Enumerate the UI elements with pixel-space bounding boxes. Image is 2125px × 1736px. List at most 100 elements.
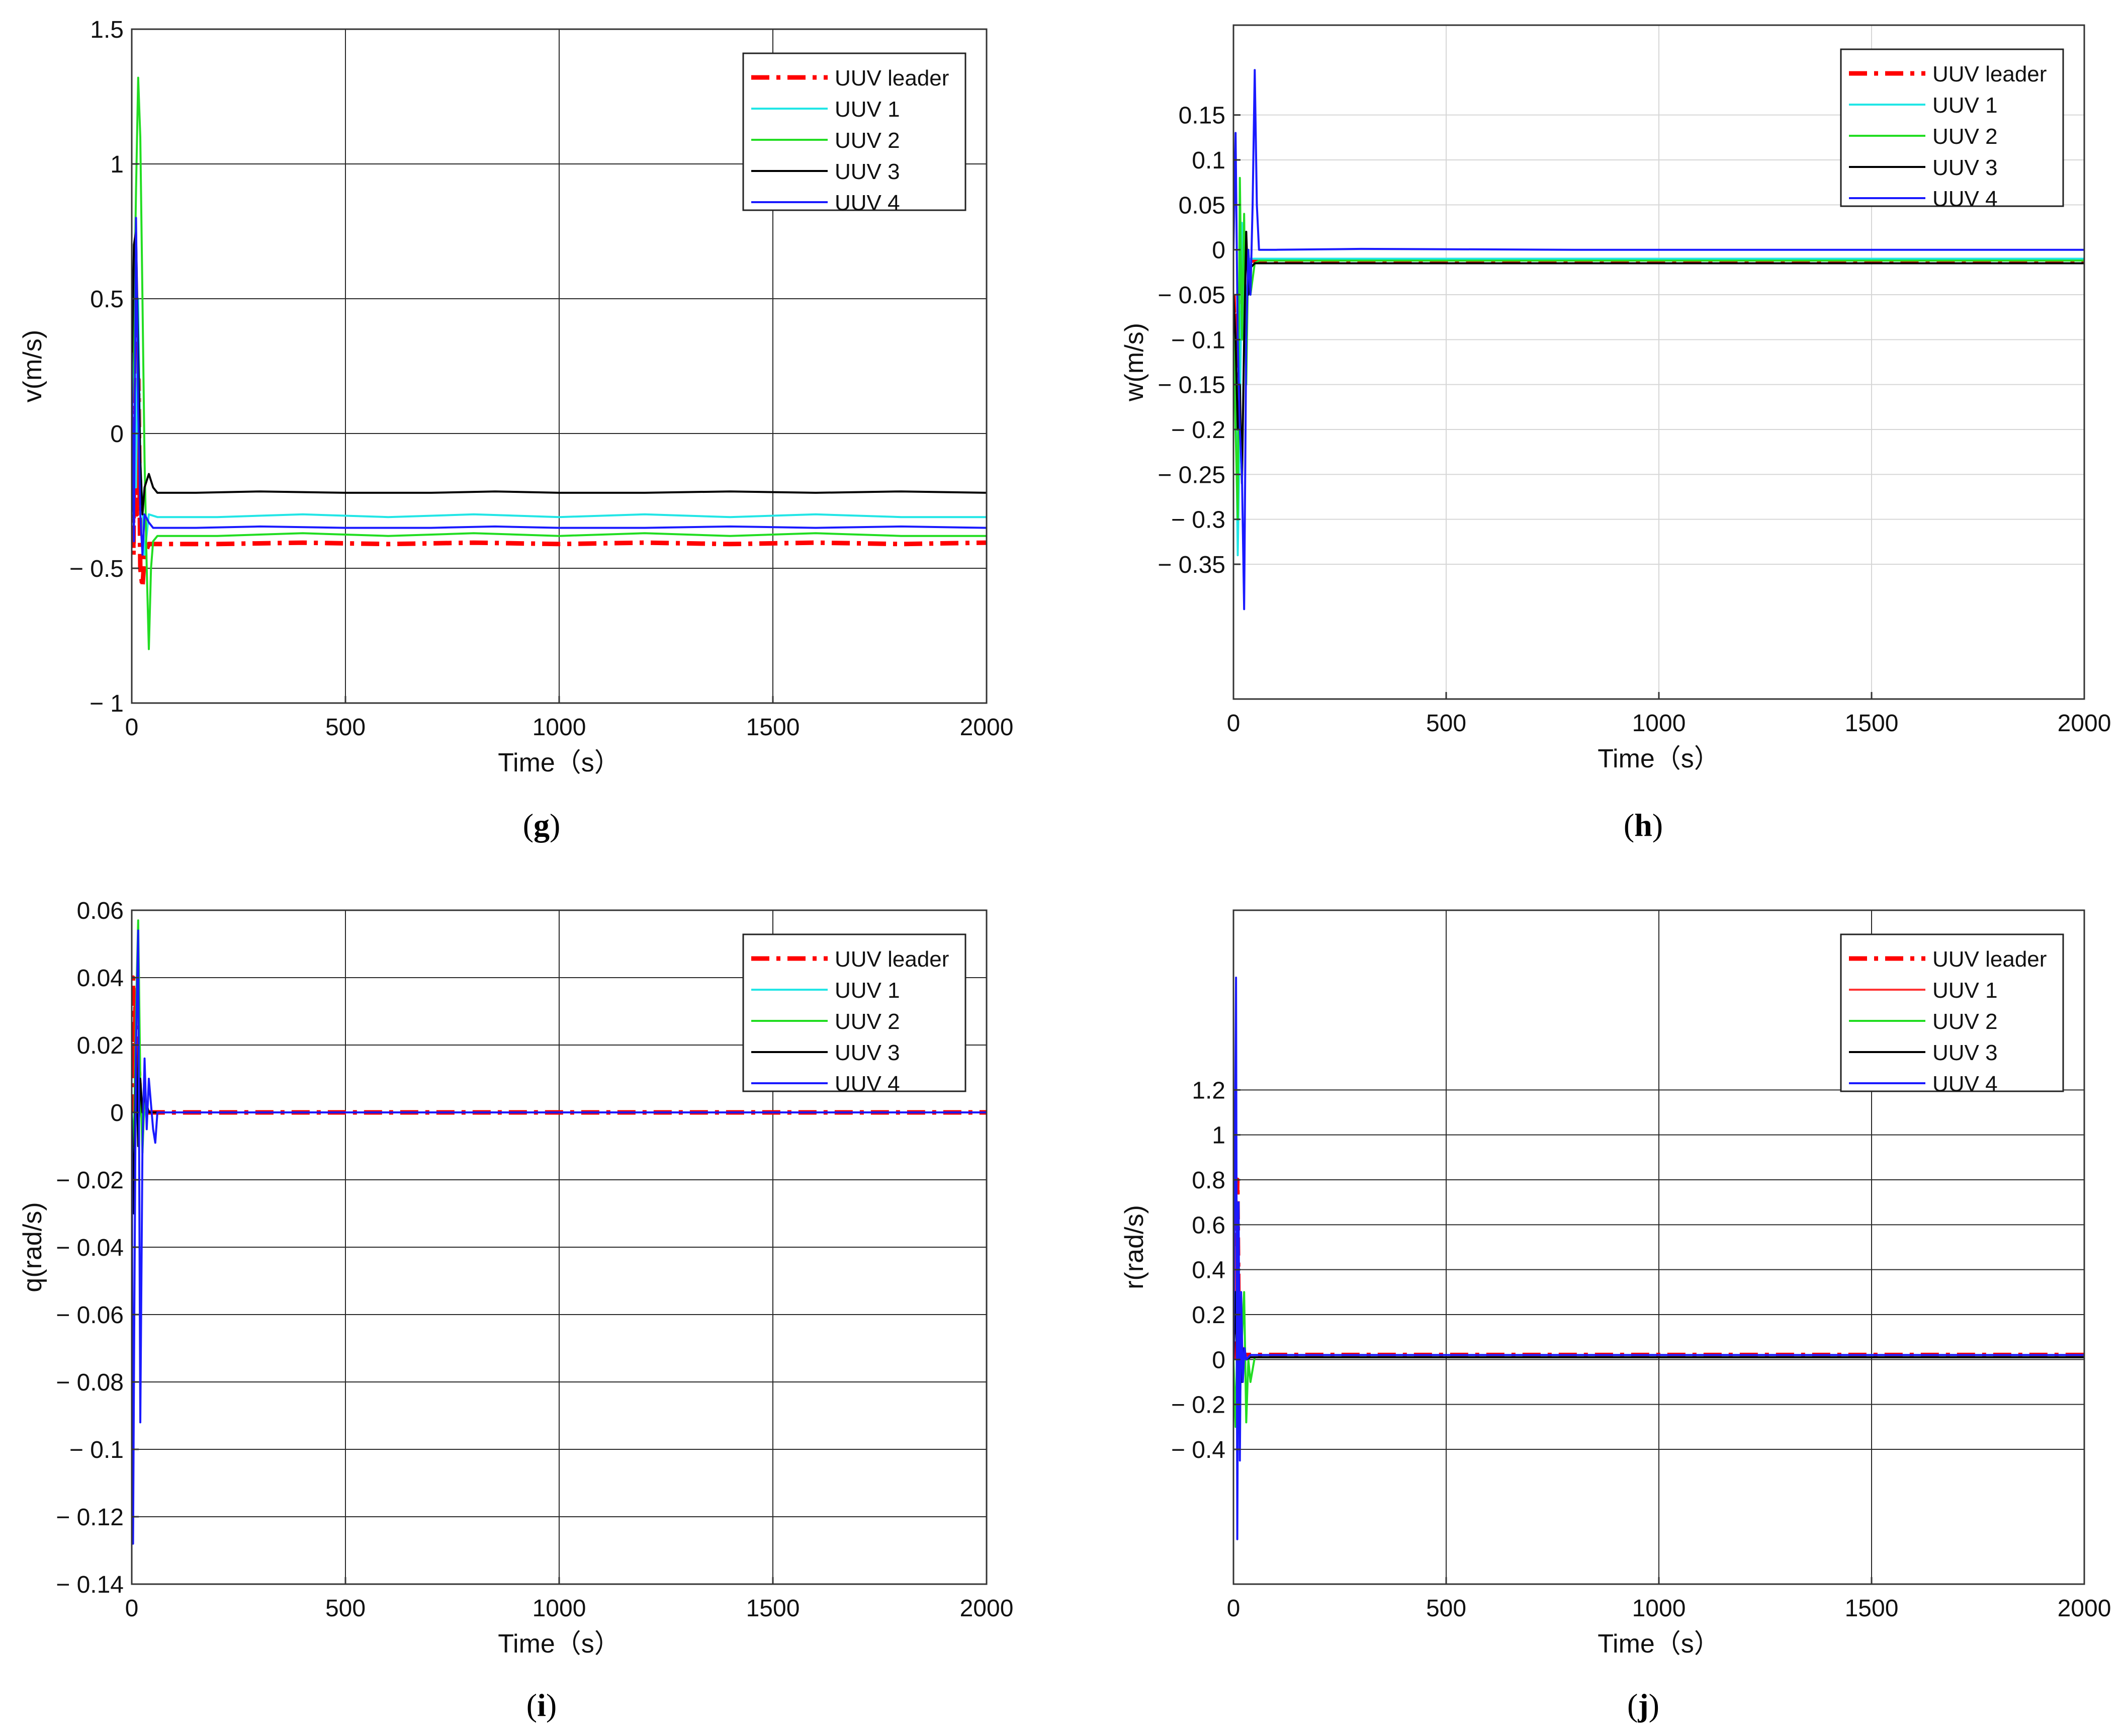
y-tick-label: 0.2 — [1192, 1302, 1225, 1329]
y-tick-label: 0 — [110, 1100, 124, 1126]
x-tick-label: 1500 — [1845, 1595, 1899, 1622]
legend-label: UUV leader — [835, 66, 949, 91]
x-axis-label: Time（s） — [498, 1629, 621, 1659]
y-tick-label: 1.2 — [1192, 1077, 1225, 1104]
legend-label: UUV 2 — [835, 1009, 900, 1034]
legend-label: UUV 4 — [835, 1072, 900, 1096]
chart-panel-1: 0 500 1000 1500 2000 − 0.35 − 0.3 − 0.25 − 0.2 − … — [1120, 24, 2111, 843]
x-tick-label: 1000 — [1632, 710, 1686, 737]
y-tick-label: − 0.3 — [1171, 507, 1225, 534]
y-tick-label: 0 — [1212, 237, 1225, 264]
x-tick-label: 0 — [1227, 710, 1241, 737]
x-tick-label: 1000 — [533, 714, 586, 741]
y-tick-label: 1 — [110, 151, 124, 178]
x-tick-label: 500 — [325, 714, 366, 741]
legend-label: UUV leader — [1932, 947, 2047, 972]
panel-caption: (h) — [1624, 807, 1663, 843]
x-tick-label: 0 — [125, 714, 139, 741]
series-line-4 — [132, 217, 987, 556]
x-tick-label: 2000 — [2058, 710, 2111, 737]
legend-label: UUV 4 — [835, 191, 900, 215]
y-tick-label: 1 — [1212, 1122, 1225, 1149]
y-tick-label: 0.04 — [77, 965, 124, 992]
y-tick-label: − 0.4 — [1171, 1437, 1225, 1463]
x-tick-label: 0 — [125, 1595, 139, 1622]
y-tick-label: − 0.15 — [1158, 372, 1225, 399]
y-axis-label: r(rad/s) — [1120, 1205, 1149, 1289]
y-tick-label: 0.6 — [1192, 1212, 1225, 1239]
panel-caption: (i) — [526, 1687, 557, 1723]
x-tick-label: 2000 — [960, 714, 1014, 741]
y-tick-label: 0.1 — [1192, 147, 1225, 174]
y-tick-label: − 0.04 — [56, 1235, 124, 1261]
legend-label: UUV 3 — [1932, 155, 1998, 180]
y-tick-label: 0 — [110, 421, 124, 448]
chart-panel-3: 0 500 1000 1500 2000 − 0.4 − 0.2 0 0.2 0.4 0.6 0.8 1… — [1120, 909, 2111, 1723]
y-tick-label: 0.4 — [1192, 1257, 1225, 1284]
y-tick-label: − 0.5 — [69, 556, 124, 582]
x-tick-label: 500 — [1426, 1595, 1466, 1622]
series-line-2 — [132, 76, 987, 650]
series-line-4 — [1233, 977, 2084, 1540]
x-tick-label: 2000 — [2058, 1595, 2111, 1622]
panel-caption: (j) — [1627, 1687, 1659, 1723]
chart-panel-2: 0 500 1000 1500 2000 − 0.14 − 0.12 − 0.1 − 0.08 −… — [18, 898, 1013, 1723]
legend: UUV leader UUV 1 UUV 2 UUV 3 UUV 4 — [1840, 933, 2064, 1096]
x-tick-label: 500 — [325, 1595, 366, 1622]
y-tick-label: − 0.12 — [56, 1504, 124, 1531]
chart-panel-0: 0 500 1000 1500 2000 − 1 − 0.5 0 0.5 1 1.5 Time（s） v… — [18, 17, 1013, 843]
y-tick-label: − 0.06 — [56, 1302, 124, 1329]
legend-label: UUV 3 — [835, 159, 900, 184]
legend-label: UUV 1 — [1932, 93, 1998, 118]
y-tick-label: − 1 — [90, 690, 124, 717]
y-tick-label: − 0.2 — [1171, 1392, 1225, 1419]
x-tick-label: 1000 — [1632, 1595, 1686, 1622]
legend-label: UUV 2 — [1932, 1009, 1998, 1034]
y-axis-label: q(rad/s) — [18, 1202, 47, 1292]
x-tick-label: 1000 — [533, 1595, 586, 1622]
x-tick-label: 1500 — [1845, 710, 1899, 737]
series-group — [132, 76, 987, 650]
y-tick-label: − 0.08 — [56, 1369, 124, 1396]
y-tick-label: 0 — [1212, 1347, 1225, 1373]
legend-label: UUV 2 — [835, 128, 900, 153]
legend: UUV leader UUV 1 UUV 2 UUV 3 UUV 4 — [742, 52, 966, 215]
y-tick-label: 0.02 — [77, 1032, 124, 1059]
series-group — [1233, 69, 2084, 611]
y-tick-label: 0.05 — [1179, 192, 1225, 219]
legend-label: UUV 1 — [835, 97, 900, 122]
y-tick-label: − 0.35 — [1158, 552, 1225, 578]
y-tick-label: − 0.2 — [1171, 417, 1225, 444]
legend-label: UUV 2 — [1932, 124, 1998, 149]
y-tick-label: 0.06 — [77, 898, 124, 924]
y-tick-label: 0.15 — [1179, 103, 1225, 129]
legend-label: UUV 4 — [1932, 1072, 1998, 1096]
series-line-0 — [132, 283, 987, 589]
y-tick-label: 0.5 — [90, 286, 124, 313]
legend-label: UUV 3 — [1932, 1040, 1998, 1065]
x-axis-label: Time（s） — [1598, 744, 1720, 773]
legend-label: UUV 1 — [1932, 978, 1998, 1003]
x-tick-label: 2000 — [960, 1595, 1014, 1622]
y-tick-label: − 0.1 — [1171, 327, 1225, 354]
x-axis-label: Time（s） — [1598, 1629, 1720, 1659]
y-tick-label: 1.5 — [90, 17, 124, 43]
x-axis-label: Time（s） — [498, 748, 621, 777]
y-tick-label: − 0.1 — [69, 1437, 124, 1463]
legend-label: UUV 3 — [835, 1040, 900, 1065]
y-tick-label: − 0.14 — [56, 1572, 124, 1598]
y-axis-label: w(m/s) — [1120, 323, 1149, 402]
series-group — [1233, 977, 2084, 1540]
series-line-3 — [132, 230, 987, 515]
legend-label: UUV 1 — [835, 978, 900, 1003]
y-tick-label: − 0.02 — [56, 1167, 124, 1194]
y-axis-label: v(m/s) — [18, 330, 47, 402]
legend: UUV leader UUV 1 UUV 2 UUV 3 UUV 4 — [742, 933, 966, 1096]
y-tick-label: − 0.25 — [1158, 462, 1225, 488]
series-line-4 — [1233, 69, 2084, 611]
y-tick-label: − 0.05 — [1158, 282, 1225, 309]
legend-label: UUV 4 — [1932, 187, 1998, 211]
x-tick-label: 0 — [1227, 1595, 1241, 1622]
legend: UUV leader UUV 1 UUV 2 UUV 3 UUV 4 — [1840, 48, 2064, 211]
